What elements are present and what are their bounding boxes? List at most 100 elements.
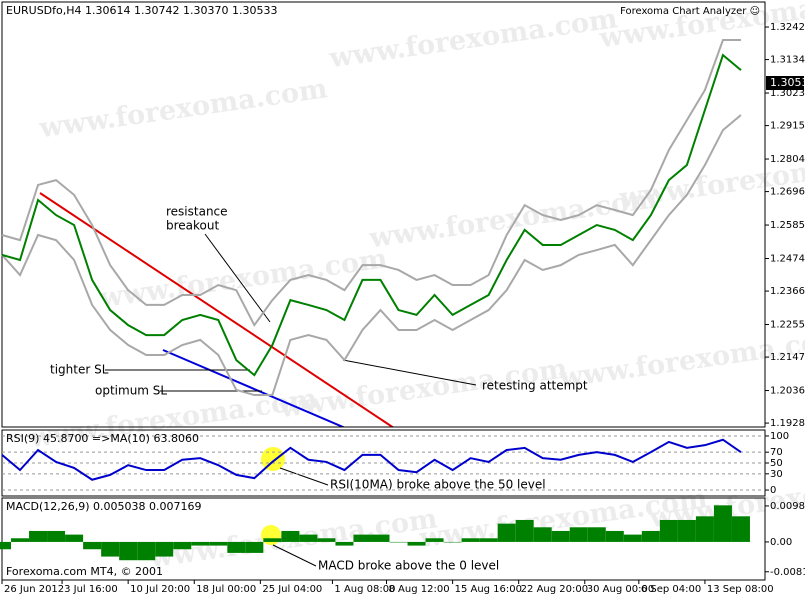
series-line [1,438,742,481]
y-tick-label: 1.24740 [770,254,805,265]
bar [65,534,84,542]
bar [659,519,678,542]
last-price: 1.30533 [770,76,805,89]
bar [155,541,174,557]
y-tick-label: 1.29150 [770,121,805,132]
bar [119,541,138,561]
annotation: RSI(10MA) broke above the 50 level [330,478,546,492]
bar [137,541,156,561]
bar [281,530,300,542]
bar [227,541,246,553]
panel-frame [1,1,766,428]
x-tick-label: 3 Jul 16:00 [64,584,118,595]
bar [551,530,570,542]
chart-title: Forexoma Chart Analyzer ☺ [620,6,760,17]
y-tick-label: 1.31340 [770,55,805,66]
bar [533,527,552,542]
bar [371,534,390,542]
bar [515,519,534,542]
annotation: resistance [166,205,228,219]
bar [191,541,210,546]
bar [605,530,624,542]
bar [389,541,408,543]
bar [443,541,462,543]
bar [101,541,120,557]
y-tick-label: 1.22550 [770,320,805,331]
annotation: breakout [166,219,219,233]
bar [641,530,660,542]
pointer [204,233,271,323]
highlight [261,525,281,545]
x-tick-label: 25 Jul 04:00 [262,584,322,595]
series-line [1,38,741,328]
bar [497,523,516,542]
trend-lines [39,192,477,427]
resistance-line [39,192,395,427]
pointer [342,359,477,386]
y-tick-label: 1.26960 [770,187,805,198]
x-tick-label: 30 Aug 00:00 [587,584,654,595]
support-line [162,349,346,427]
bar [317,538,336,542]
bar [263,538,282,542]
y-tick-label: 1.19280 [770,418,805,429]
bar [353,534,372,542]
bar [209,541,228,546]
bar [299,534,318,542]
x-tick-label: 15 Aug 16:00 [455,584,522,595]
y-tick-label: 0.00 [770,537,792,548]
panel-frame [1,497,766,581]
y-tick-label: 0 [770,485,776,496]
y-tick-label: 1.23660 [770,286,805,297]
panel-label: RSI(9) 45.8700 =>MA(10) 63.8060 [6,432,199,445]
panel: 1.32420 1.31340 1.30230 1.29150 1.28040 1.269… [1,1,805,429]
panel-label: MACD(12,26,9) 0.005038 0.007169 [6,500,202,513]
bar [29,530,48,542]
bar [623,534,642,542]
bar [173,541,192,550]
x-tick-label: 6 Sep 04:00 [641,584,701,595]
y-tick-label: 1.30230 [770,88,805,99]
y-tick-label: 1.20360 [770,386,805,397]
x-tick-label: 26 Jun 2012 [4,584,64,595]
y-tick-label: 100 [770,431,789,442]
y-tick-label: 1.21470 [770,352,805,363]
pointer [279,467,329,486]
bar [479,538,498,542]
last-price-box [766,76,804,90]
x-tick-label: 10 Jul 20:00 [130,584,190,595]
annotation: optimum SL [95,384,167,398]
bar [713,505,732,542]
y-tick-label: 30 [770,469,783,480]
annotation: MACD broke above the 0 level [318,559,499,573]
x-tick-label: 18 Jul 00:00 [196,584,256,595]
y-tick-label: 1.32420 [770,22,805,33]
bar [245,541,264,553]
annotation: retesting attempt [482,379,588,393]
bar [569,527,588,542]
bar [0,541,11,550]
bar [461,538,480,542]
panel-label: EURUSDfo,H4 1.30614 1.30742 1.30370 1.30… [6,4,277,17]
footer: Forexoma.com MT4, © 2001 [6,565,163,578]
y-tick-label: 70 [770,447,783,458]
y-tick-label: 0.009835 [770,501,805,512]
highlight [261,447,285,471]
bar [407,541,426,546]
y-tick-label: 1.28040 [770,154,805,165]
annotation: tighter SL [50,363,109,377]
x-tick-label: 13 Sep 08:00 [707,584,774,595]
y-tick-label: 1.25850 [770,220,805,231]
series-line [1,114,742,397]
bar [425,538,444,542]
series-line [1,53,742,377]
y-tick-label: 50 [770,458,783,469]
bar [11,538,30,542]
bar [695,516,714,542]
bar [335,541,354,546]
